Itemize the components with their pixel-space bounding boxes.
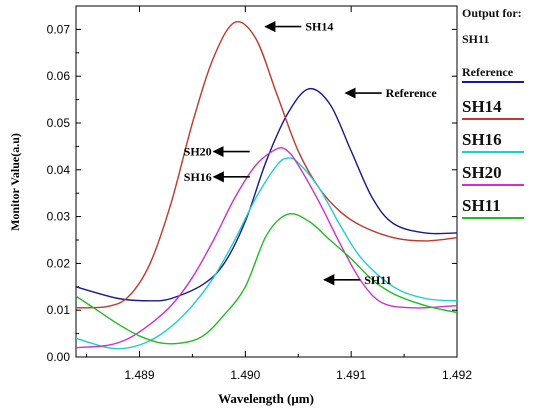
legend-label: SH14	[462, 97, 502, 116]
legend-subtitle: SH11	[462, 32, 490, 46]
y-tick-label: 0.03	[47, 210, 71, 224]
legend-item-sh16: SH16	[462, 130, 541, 153]
series-line-sh14	[75, 20, 458, 309]
y-tick-label: 0.06	[47, 69, 71, 83]
legend: Output for: SH11 Reference SH14 SH16 SH20 SH…	[462, 6, 541, 229]
legend-swatch	[462, 184, 524, 186]
series-line-sh11	[75, 213, 458, 345]
y-axis: 0.00 0.01 0.02 0.03 0.04 0.05 0.06 0.07	[47, 22, 457, 364]
legend-swatch	[462, 217, 524, 219]
series-line-reference	[75, 87, 458, 302]
series-lines	[75, 20, 458, 350]
y-tick-label: 0.01	[47, 303, 71, 317]
annotation-label: SH20	[184, 145, 212, 159]
annotations: SH14 Reference SH20 SH16 SH11	[184, 20, 438, 287]
annotation-label: SH11	[364, 273, 391, 287]
x-tick-label: 1.492	[442, 368, 472, 382]
legend-item-sh11: SH11	[462, 196, 541, 219]
legend-swatch	[462, 81, 524, 83]
annotation-label: Reference	[386, 86, 438, 100]
legend-label: SH20	[462, 163, 502, 182]
annotation-label: SH16	[184, 170, 212, 184]
y-tick-label: 0.02	[47, 256, 71, 270]
x-tick-label: 1.489	[124, 368, 154, 382]
x-axis: 1.489 1.490 1.491 1.492	[86, 6, 472, 382]
y-tick-label: 0.04	[47, 163, 71, 177]
plot-area	[75, 5, 458, 358]
y-axis-label: Monitor Value(a.u)	[8, 133, 22, 231]
legend-label: SH16	[462, 130, 502, 149]
y-tick-label: 0.05	[47, 116, 71, 130]
series-line-sh20	[75, 147, 458, 349]
series-line-sh16	[75, 157, 458, 350]
legend-swatch	[462, 118, 524, 120]
y-tick-label: 0.00	[47, 350, 71, 364]
legend-item-sh14: SH14	[462, 97, 541, 120]
legend-label: SH11	[462, 196, 501, 215]
legend-items: Reference SH14 SH16 SH20 SH11	[462, 65, 541, 219]
legend-item-sh20: SH20	[462, 163, 541, 186]
legend-item-reference: Reference	[462, 65, 541, 83]
y-tick-label: 0.07	[47, 22, 71, 36]
legend-label: Reference	[462, 65, 514, 79]
x-tick-label: 1.490	[230, 368, 260, 382]
x-axis-label: Wavelength (μm)	[218, 391, 314, 406]
legend-title: Output for:	[462, 6, 522, 20]
legend-swatch	[462, 151, 524, 153]
annotation-label: SH14	[305, 20, 333, 34]
x-tick-label: 1.491	[336, 368, 366, 382]
